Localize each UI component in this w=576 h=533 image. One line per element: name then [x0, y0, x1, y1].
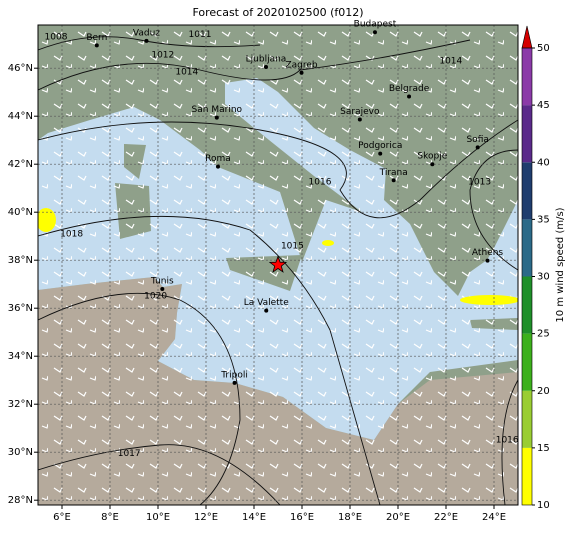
colorbar-segment [522, 48, 532, 106]
city-dot [232, 380, 237, 385]
city-dot [216, 164, 220, 169]
y-tick-label: 40°N [8, 207, 33, 218]
y-tick-label: 46°N [8, 63, 33, 74]
city-dot [372, 30, 377, 35]
isobar-label: 1014 [439, 57, 462, 67]
map-frame [37, 24, 519, 506]
isobar-label: 1020 [144, 292, 167, 302]
city-label: Roma [205, 154, 231, 164]
y-tick-label: 42°N [8, 159, 33, 170]
colorbar-segment [522, 162, 532, 220]
isobar-label: 1017 [118, 449, 141, 459]
colorbar-tick-label: 15 [537, 443, 550, 454]
city-dot [475, 145, 480, 150]
city-label: Sofia [466, 135, 488, 145]
colorbar-segment [522, 390, 532, 448]
isobar-label: 1012 [151, 51, 174, 61]
city-label: Podgorica [358, 141, 402, 151]
y-tick-label: 44°N [8, 111, 33, 122]
city-dot [485, 258, 490, 263]
x-tick-label: 6°E [53, 512, 71, 523]
city-label: Sarajevo [340, 107, 380, 117]
colorbar-tick-label: 50 [537, 43, 550, 54]
x-tick-label: 22°E [434, 512, 458, 523]
city-label: San Marino [192, 105, 243, 115]
x-tick-label: 24°E [482, 512, 506, 523]
y-tick-label: 30°N [8, 447, 33, 458]
isobar-label: 1016 [309, 178, 332, 188]
city-dot [391, 178, 396, 183]
isobar-label: 1008 [45, 33, 68, 43]
x-tick-label: 16°E [290, 512, 314, 523]
colorbar-segment [522, 105, 532, 163]
y-tick-label: 36°N [8, 303, 33, 314]
isobar-label: 1013 [468, 178, 491, 188]
wind-patch [322, 240, 334, 246]
city-label: Athens [472, 248, 503, 258]
city-dot [378, 151, 383, 156]
city-label: Belgrade [389, 84, 430, 94]
colorbar-segment [522, 219, 532, 277]
city-label: Vaduz [133, 28, 160, 38]
city-label: Ljubljana [246, 55, 287, 65]
isobar-label: 1011 [189, 30, 212, 40]
x-tick-label: 10°E [146, 512, 170, 523]
city-dot [94, 43, 99, 48]
city-label: Tunis [150, 277, 174, 287]
city-dot [299, 70, 304, 75]
colorbar-tick-label: 45 [537, 100, 550, 111]
city-dot [430, 162, 435, 167]
colorbar-segment [522, 276, 532, 334]
city-dot [264, 308, 269, 313]
isobar-label: 1015 [281, 241, 304, 251]
colorbar-tick-label: 30 [537, 272, 550, 283]
isobar-label: 1014 [175, 67, 198, 77]
isobar-label: 1016 [496, 436, 519, 446]
isobars [38, 36, 518, 505]
colorbar-tick-label: 20 [537, 386, 550, 397]
x-tick-label: 18°E [338, 512, 362, 523]
x-tick-label: 8°E [101, 512, 119, 523]
city-label: Budapest [354, 20, 397, 30]
x-tick-label: 14°E [242, 512, 266, 523]
city-label: Tripoli [220, 370, 248, 380]
y-tick-label: 32°N [8, 399, 33, 410]
forecast-marker [268, 255, 288, 273]
y-tick-label: 34°N [8, 351, 33, 362]
colorbar-tick-label: 40 [537, 157, 550, 168]
city-dot [264, 65, 268, 69]
x-tick-label: 12°E [194, 512, 218, 523]
colorbar-extend [521, 25, 533, 49]
city-label: Bern [86, 33, 107, 43]
city-label: La Valette [244, 298, 289, 308]
chart-title: Forecast of 2020102500 (f012) [192, 6, 363, 19]
colorbar-tick-label: 25 [537, 329, 550, 340]
colorbar-segment [522, 333, 532, 391]
x-tick-label: 20°E [386, 512, 410, 523]
city-dot [214, 115, 219, 120]
colorbar-label: 10 m wind speed (m/s) [555, 207, 566, 322]
city-label: Zagreb [285, 60, 317, 70]
y-tick-label: 38°N [8, 255, 33, 266]
wind-patch [38, 208, 56, 232]
wind-patch [460, 295, 518, 305]
colorbar-tick-label: 10 [537, 500, 550, 511]
city-dot [357, 117, 362, 122]
city-dot [160, 287, 165, 291]
city-label: Skopje [417, 152, 447, 162]
colorbar-tick-label: 35 [537, 214, 550, 225]
colorbar-segment [522, 447, 532, 505]
city-label: Tirana [379, 168, 408, 178]
isobar-label: 1018 [60, 229, 83, 239]
city-dot [144, 38, 149, 43]
city-dot [407, 94, 412, 99]
y-tick-label: 28°N [8, 495, 33, 506]
